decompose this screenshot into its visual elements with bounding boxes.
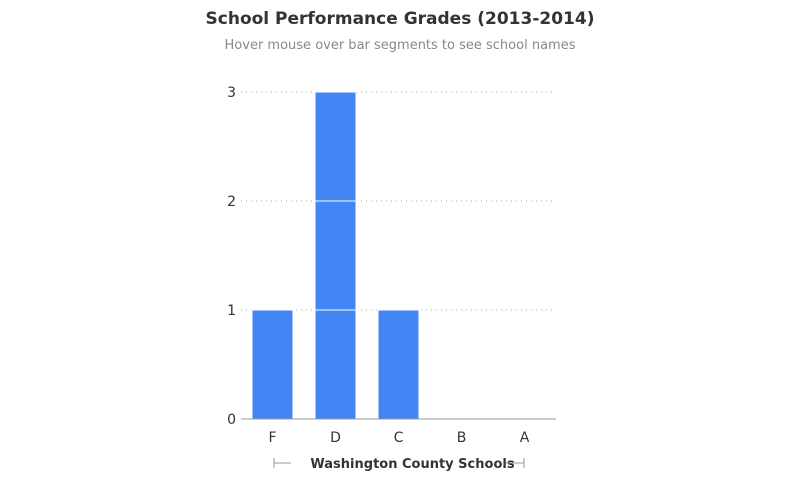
gridlines (241, 91, 556, 311)
y-tick-label: 3 (227, 85, 236, 101)
y-axis-ticks: 0 1 2 3 (227, 85, 236, 428)
x-tick-label: C (394, 430, 404, 446)
x-tick-label: F (268, 430, 276, 446)
x-axis-label: Washington County Schools (310, 457, 514, 472)
bar-segment (314, 309, 357, 420)
y-tick-label: 0 (227, 412, 236, 428)
chart-title: School Performance Grades (2013-2014) (205, 9, 595, 29)
bars (251, 91, 420, 420)
x-axis-label-group: Washington County Schools (273, 457, 525, 472)
x-tick-label: D (330, 430, 341, 446)
x-tick-label: B (457, 430, 467, 446)
chart-subtitle: Hover mouse over bar segments to see sch… (224, 38, 576, 53)
x-tick-label: A (520, 430, 530, 446)
bar-segment (314, 91, 357, 202)
y-tick-label: 1 (227, 303, 236, 319)
bar-segment (377, 309, 420, 420)
y-tick-label: 2 (227, 194, 236, 210)
bar-segment (314, 200, 357, 311)
bar-segment (251, 309, 294, 420)
